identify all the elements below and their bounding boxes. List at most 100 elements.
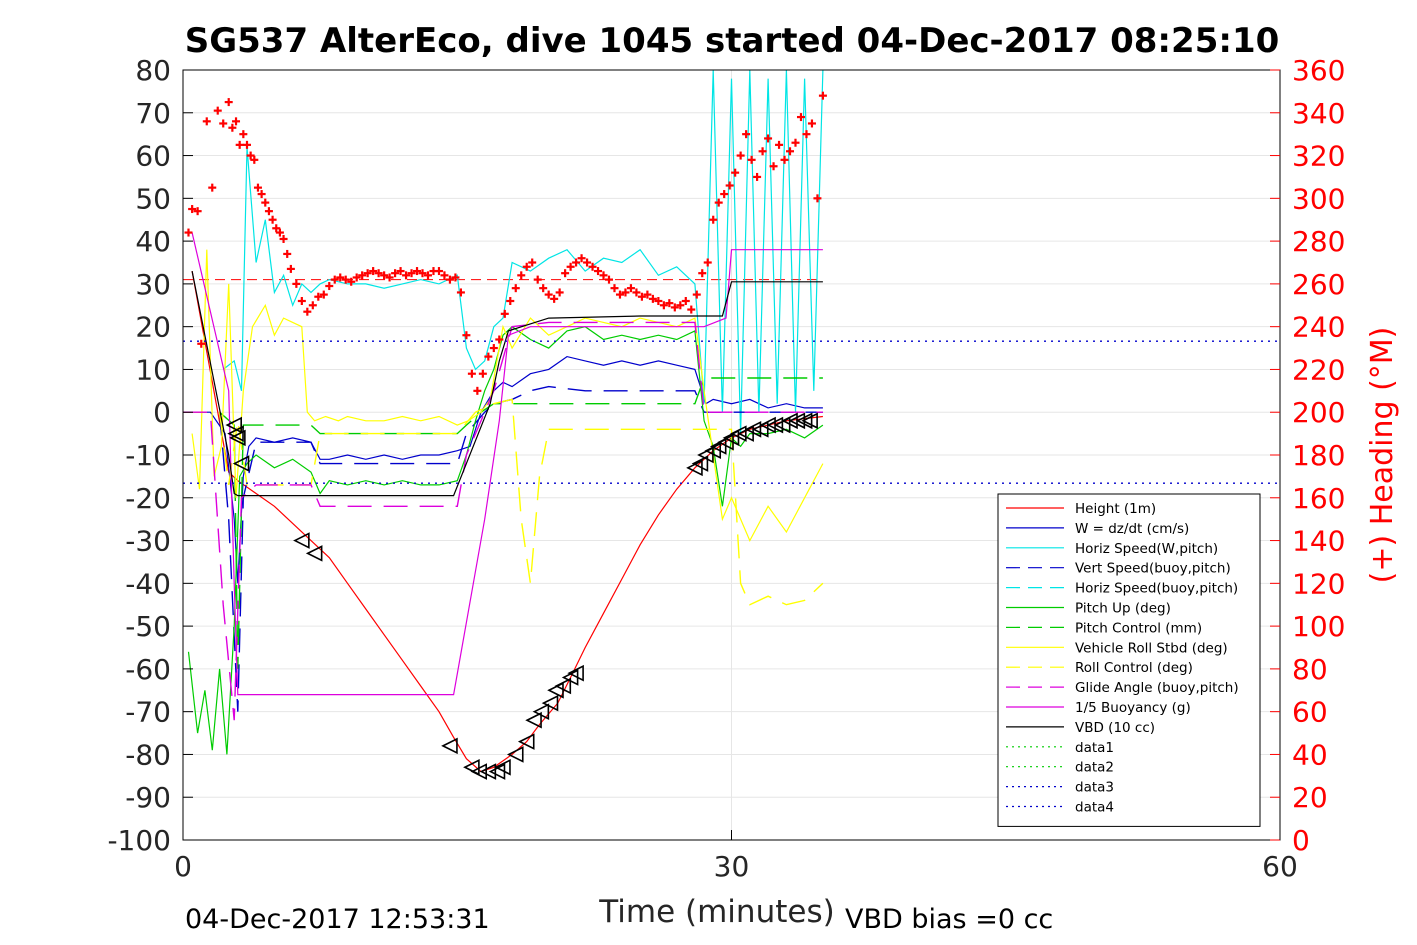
heading-point xyxy=(566,262,575,271)
legend-box xyxy=(997,493,1261,827)
heading-point xyxy=(330,275,339,284)
legend: Height (1m) W = dz/dt (cm/s) Horiz Speed(W… xyxy=(997,493,1261,827)
heading-point xyxy=(550,294,559,303)
y2-tick-label: 240 xyxy=(1292,311,1345,344)
legend-label: Pitch Control (mm) xyxy=(1075,620,1202,636)
heading-point xyxy=(188,205,197,214)
series-10-line xyxy=(191,232,823,696)
heading-point xyxy=(791,138,800,147)
heading-point xyxy=(407,269,416,278)
heading-point xyxy=(224,98,233,107)
heading-point xyxy=(336,273,345,282)
y2-tick-label: 220 xyxy=(1292,353,1345,386)
heading-point xyxy=(213,106,222,115)
heading-point xyxy=(456,288,465,297)
legend-label: 1/5 Buoyancy (g) xyxy=(1075,700,1191,716)
heading-point xyxy=(440,271,449,280)
y-tick-label: 60 xyxy=(135,140,171,173)
heading-point xyxy=(533,275,542,284)
heading-point xyxy=(599,271,608,280)
legend-label: data3 xyxy=(1075,780,1114,796)
heading-point xyxy=(511,284,520,293)
heading-point xyxy=(489,344,498,353)
series-5-line xyxy=(187,325,824,755)
heading-point xyxy=(764,134,773,143)
heading-point xyxy=(588,262,597,271)
heading-point xyxy=(758,147,767,156)
heading-point xyxy=(308,301,317,310)
heading-point xyxy=(292,279,301,288)
heading-point xyxy=(347,277,356,286)
heading-point xyxy=(445,275,454,284)
heading-point xyxy=(495,335,504,344)
y2-tick-label: 140 xyxy=(1292,525,1345,558)
heading-point xyxy=(352,273,361,282)
y2-tick-label: 120 xyxy=(1292,567,1345,600)
y-tick-label: -20 xyxy=(125,482,171,515)
heading-point xyxy=(747,155,756,164)
y-axis-right: 3603403203002802602402202001801601401201… xyxy=(1270,54,1345,857)
heading-point xyxy=(555,288,564,297)
dive-marker xyxy=(532,703,550,720)
x-tick-label: 60 xyxy=(1262,850,1298,883)
y-tick-label: 40 xyxy=(135,225,171,258)
heading-point xyxy=(219,119,228,128)
heading-point xyxy=(572,258,581,267)
heading-point xyxy=(615,290,624,299)
heading-point xyxy=(303,307,312,316)
heading-point xyxy=(418,269,427,278)
heading-point xyxy=(769,162,778,171)
y2-tick-label: 60 xyxy=(1292,696,1328,729)
heading-point xyxy=(506,297,515,305)
dive-marker xyxy=(463,758,480,776)
dive-marker xyxy=(766,416,784,434)
heading-point xyxy=(413,267,422,276)
footer-timestamp: 04-Dec-2017 12:53:31 xyxy=(185,904,490,935)
y2-tick-label: 40 xyxy=(1292,738,1328,771)
y2-tick-label: 260 xyxy=(1292,268,1345,301)
heading-point xyxy=(528,258,537,267)
legend-label: data4 xyxy=(1075,800,1114,816)
heading-point xyxy=(500,309,509,318)
dive-marker xyxy=(744,421,762,438)
dive-marker xyxy=(441,737,458,755)
dive-marker xyxy=(506,746,524,763)
dive-marker xyxy=(697,446,714,464)
heading-point xyxy=(462,331,471,340)
heading-point xyxy=(423,271,432,280)
x-tick-label: 0 xyxy=(174,850,192,883)
y2-tick-label: 20 xyxy=(1292,781,1328,814)
dive-marker xyxy=(795,412,813,430)
y2-tick-label: 100 xyxy=(1292,610,1345,643)
heading-point xyxy=(670,303,679,312)
heading-point xyxy=(363,269,372,278)
y-tick-label: 0 xyxy=(153,396,171,429)
dive-marker xyxy=(517,733,535,750)
heading-point xyxy=(402,271,411,280)
series-6-line xyxy=(183,377,823,669)
y-tick-label: 10 xyxy=(135,353,171,386)
dive-marker xyxy=(225,416,242,434)
heading-point xyxy=(202,117,211,126)
heading-point xyxy=(714,198,723,207)
y-tick-label: -50 xyxy=(125,610,171,643)
dive-marker xyxy=(479,763,497,780)
heading-point xyxy=(385,273,394,282)
heading-point xyxy=(314,292,323,301)
heading-point xyxy=(594,267,603,276)
heading-point xyxy=(275,228,284,237)
y-tick-label: -60 xyxy=(125,653,171,686)
x-tick-label: 30 xyxy=(714,850,750,883)
heading-point xyxy=(676,301,685,310)
y2-tick-label: 340 xyxy=(1292,97,1345,130)
heading-point xyxy=(478,369,487,378)
y2-tick-label: 0 xyxy=(1292,824,1310,857)
heading-point xyxy=(279,234,288,243)
heading-point xyxy=(731,168,740,177)
y-tick-label: 70 xyxy=(135,97,171,130)
series-3-line xyxy=(183,385,823,712)
heading-point xyxy=(484,352,493,361)
heading-point xyxy=(577,254,586,263)
dive-marker xyxy=(470,763,487,780)
